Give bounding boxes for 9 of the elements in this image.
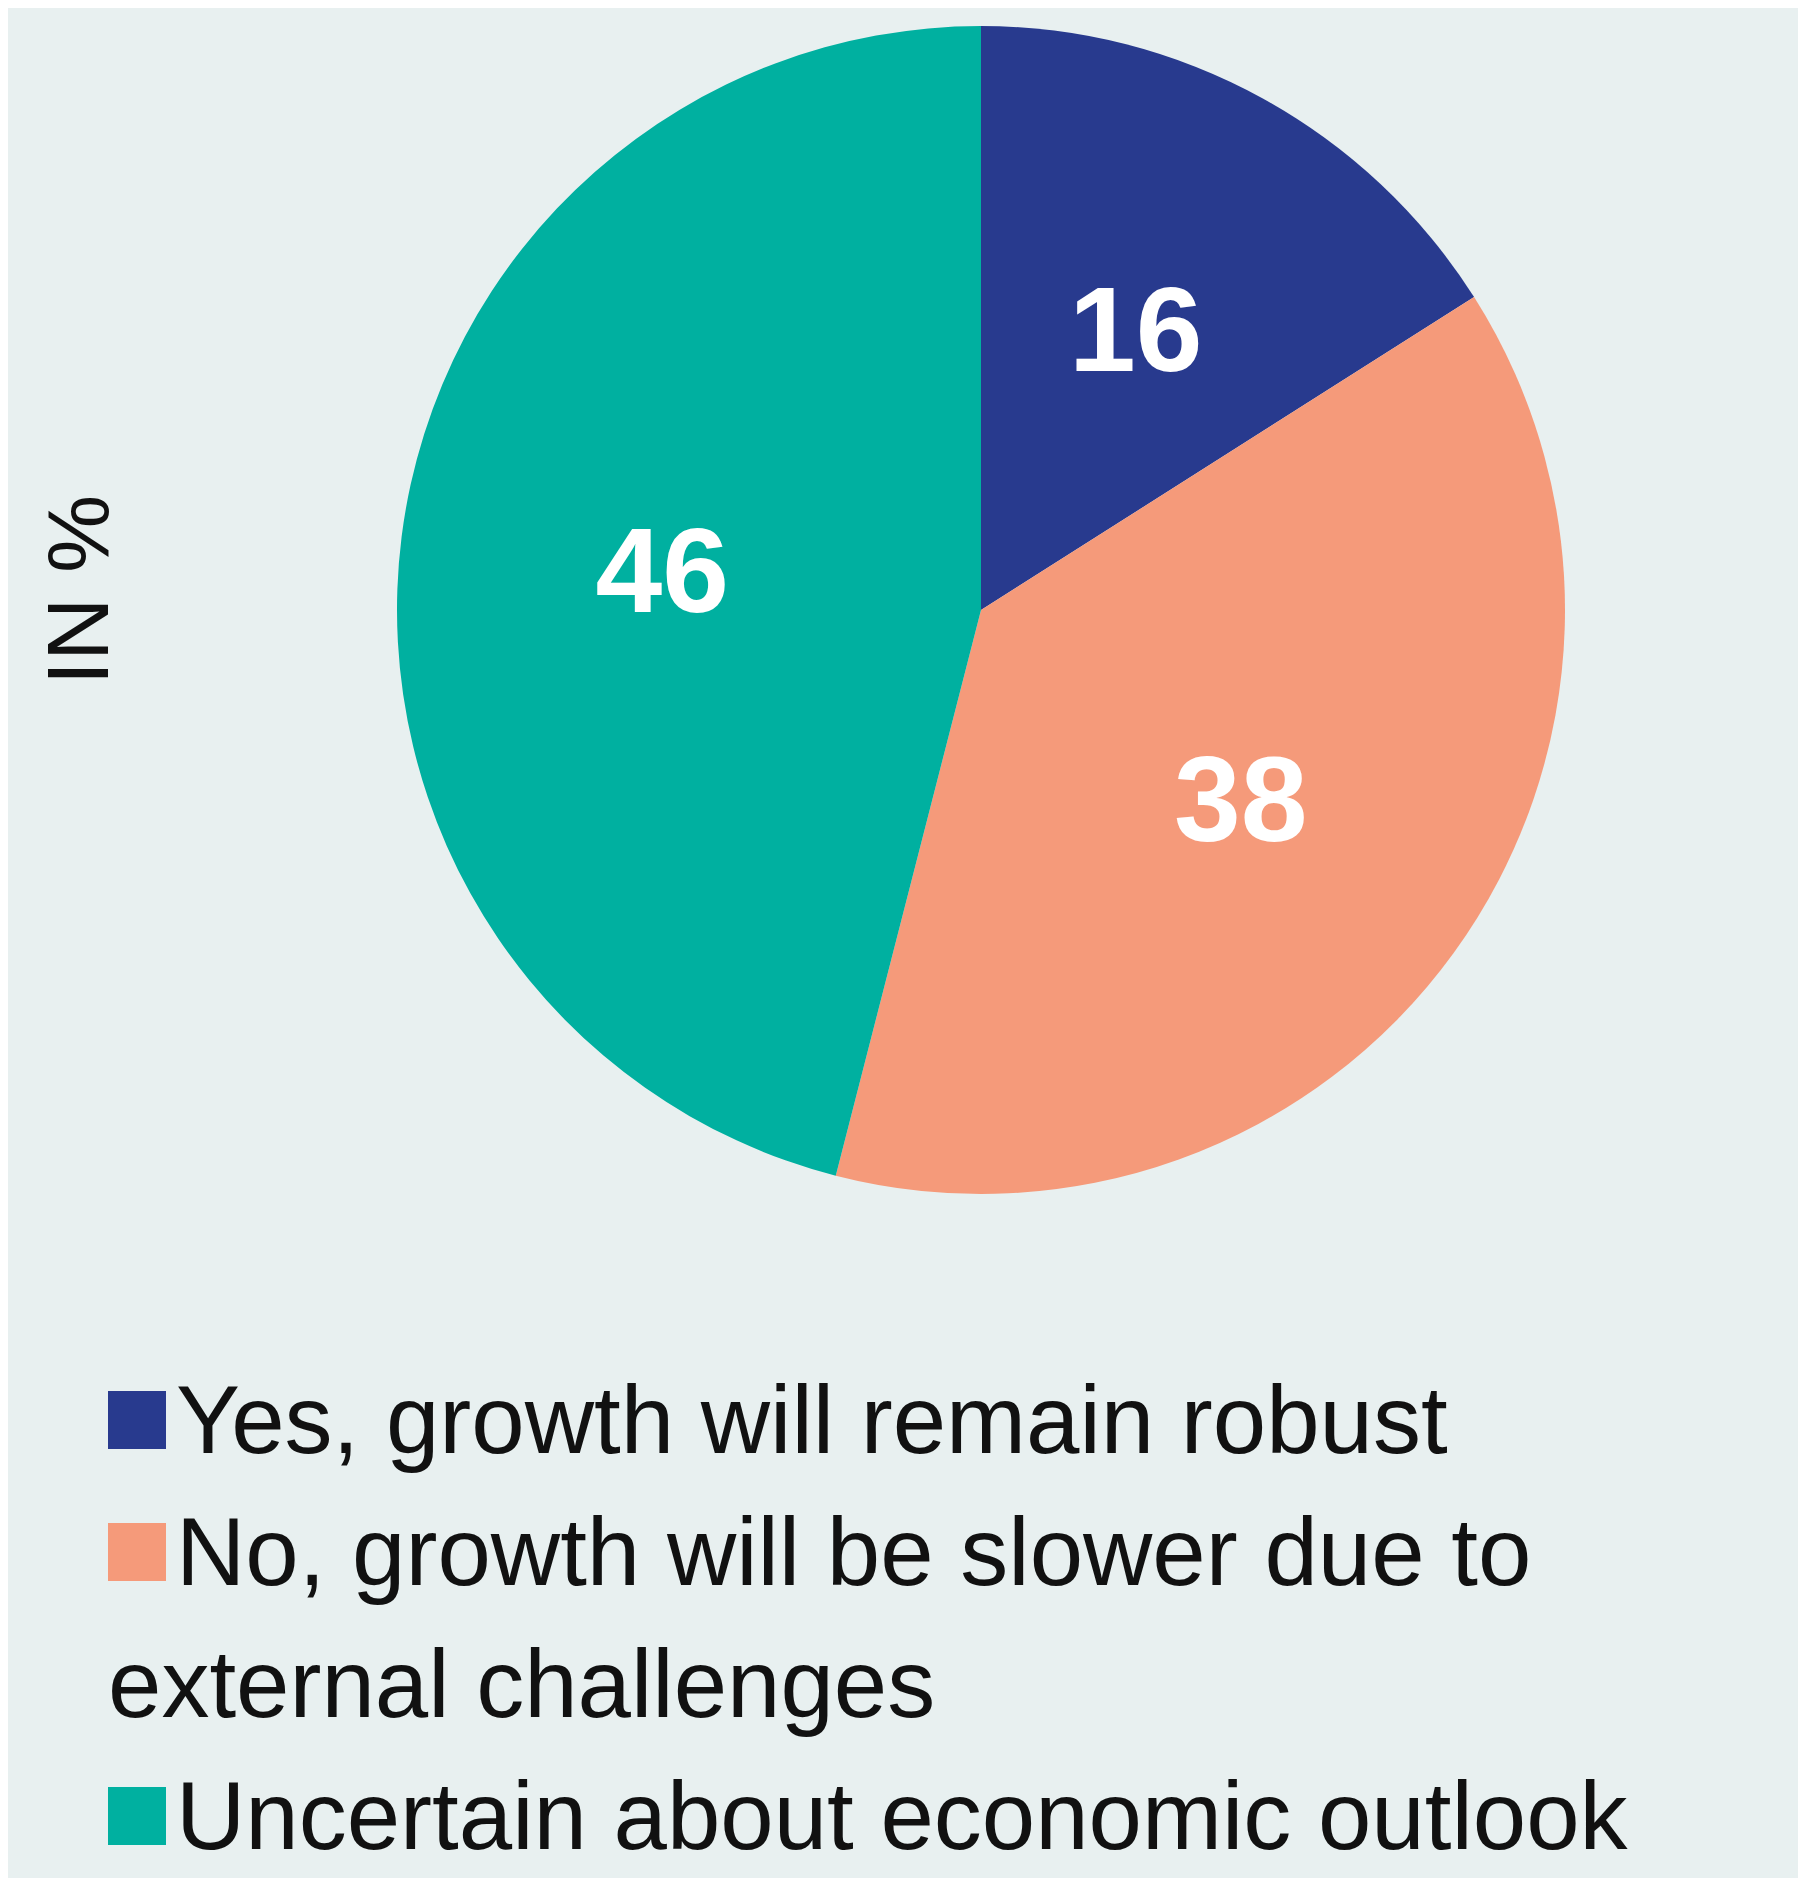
legend-label: Uncertain about economic outlook xyxy=(176,1762,1629,1869)
data-label: 38 xyxy=(1174,731,1308,866)
pie-slice xyxy=(398,26,981,1176)
data-label: 46 xyxy=(595,502,730,637)
legend-label: No, growth will be slower due to external challenges xyxy=(108,1498,1532,1737)
pie-slice xyxy=(981,26,1475,610)
legend-label: Yes, growth will remain robust xyxy=(176,1366,1448,1473)
data-label: 16 xyxy=(1069,261,1203,396)
text: IN % xyxy=(28,494,127,686)
